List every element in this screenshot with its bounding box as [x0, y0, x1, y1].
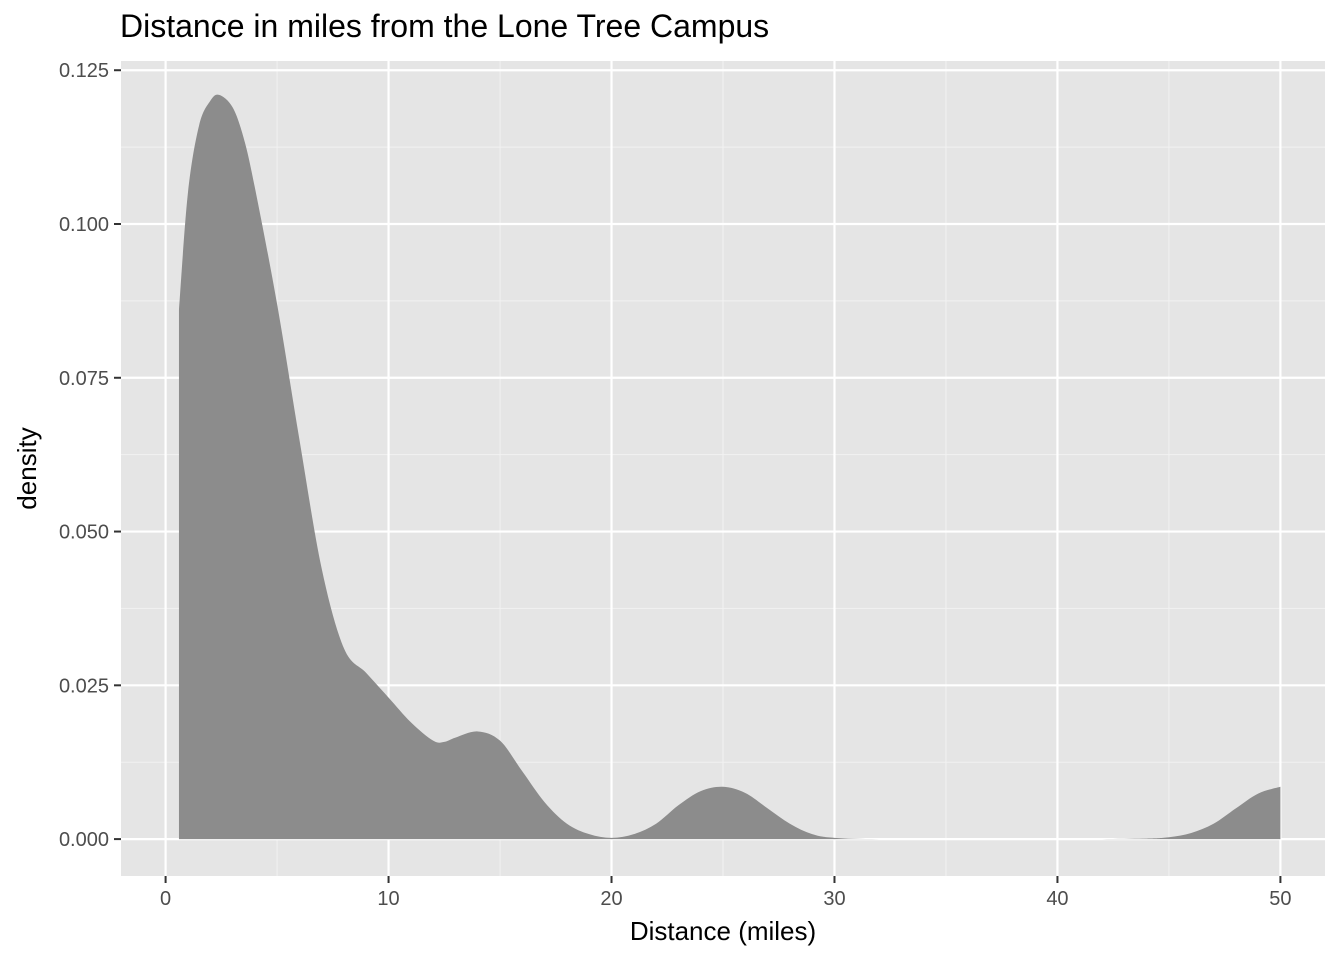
y-tick-labels: 0.000 0.025 0.050 0.075 0.100 0.125 [59, 60, 109, 851]
chart-title: Distance in miles from the Lone Tree Cam… [120, 8, 770, 44]
x-tick-label: 50 [1269, 888, 1291, 910]
x-tick-label: 0 [160, 888, 171, 910]
x-tick-label: 30 [823, 888, 845, 910]
density-area-0 [178, 94, 1281, 840]
x-tick-label: 10 [377, 888, 399, 910]
density-series [178, 94, 1281, 840]
y-tick-label: 0.050 [59, 522, 109, 544]
x-tick-label: 40 [1046, 888, 1068, 910]
axis-ticks [114, 69, 1282, 883]
y-tick-label: 0.075 [59, 368, 109, 390]
x-tick-label: 20 [600, 888, 622, 910]
x-axis-title: Distance (miles) [630, 916, 816, 946]
y-tick-label: 0.000 [59, 829, 109, 851]
x-tick-labels: 0 10 20 30 40 50 [160, 888, 1292, 910]
y-tick-label: 0.125 [59, 60, 109, 82]
y-tick-label: 0.025 [59, 675, 109, 697]
y-tick-label: 0.100 [59, 214, 109, 236]
y-axis-title: density [12, 427, 42, 509]
